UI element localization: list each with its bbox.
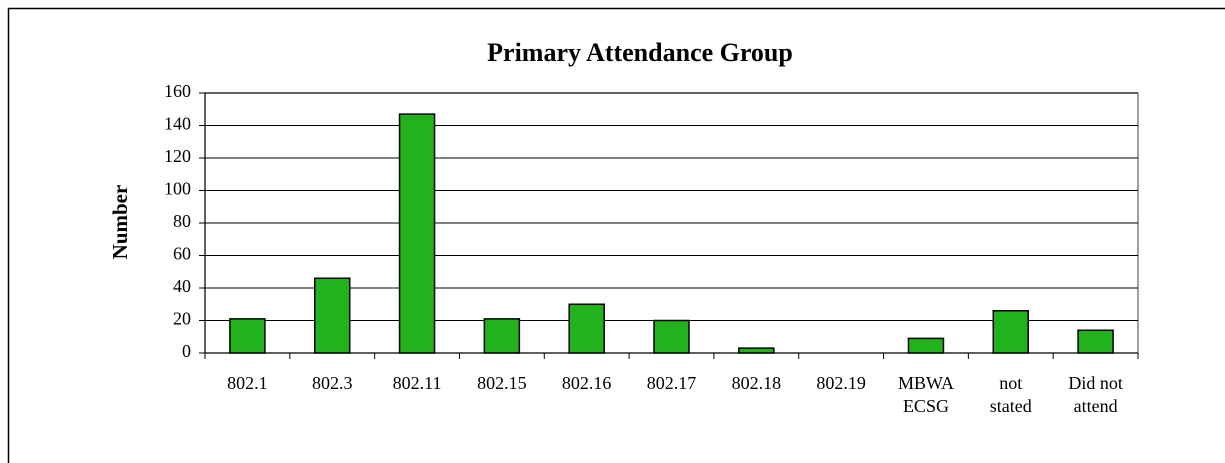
x-tick-label: MBWA	[898, 373, 954, 393]
x-tick-label: 802.11	[393, 373, 442, 393]
x-tick-label: 802.15	[477, 373, 527, 393]
x-tick-label: 802.16	[562, 373, 612, 393]
y-tick-label: 60	[173, 244, 191, 264]
y-tick-label: 0	[182, 341, 191, 361]
y-axis-title: Number	[108, 185, 132, 260]
x-tick-label: ECSG	[903, 396, 949, 416]
bar	[398, 113, 436, 354]
x-tick-label: 802.19	[816, 373, 866, 393]
y-tick-label: 20	[173, 309, 191, 329]
bar	[738, 347, 775, 354]
bar	[992, 310, 1030, 354]
y-tick-label: 100	[164, 179, 191, 199]
chart-border	[7, 7, 1225, 463]
chart-title: Primary Attendance Group	[487, 38, 793, 67]
y-tick-label: 120	[164, 146, 191, 166]
bar	[1077, 329, 1114, 354]
x-tick-label: Did not	[1068, 373, 1123, 393]
x-tick-label: stated	[990, 396, 1032, 416]
x-tick-label: attend	[1074, 396, 1118, 416]
bar	[568, 303, 605, 354]
bar	[653, 319, 690, 354]
y-tick-label: 40	[173, 276, 191, 296]
bar	[229, 318, 266, 354]
bar	[907, 337, 945, 354]
x-tick-label: 802.1	[227, 373, 268, 393]
y-tick-label: 160	[164, 81, 191, 101]
x-tick-label: 802.17	[647, 373, 697, 393]
x-tick-label: 802.18	[732, 373, 782, 393]
x-tick-label: 802.3	[312, 373, 353, 393]
x-tick-label: not	[999, 373, 1022, 393]
y-tick-label: 140	[164, 114, 191, 134]
bar	[483, 318, 521, 354]
y-tick-label: 80	[173, 211, 191, 231]
bar	[313, 277, 351, 354]
